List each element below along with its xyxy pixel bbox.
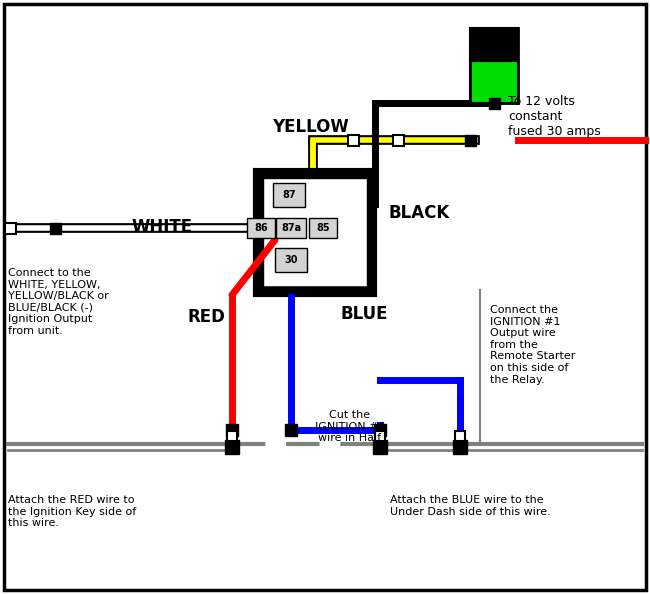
Bar [374, 424, 386, 436]
Bar [470, 28, 518, 103]
Text: 30: 30 [284, 255, 298, 265]
Bar [5, 223, 16, 233]
Bar [470, 61, 518, 103]
Text: 87a: 87a [281, 223, 301, 233]
Bar [453, 440, 467, 454]
Text: Connect the
IGNITION #1
Output wire
from the
Remote Starter
on this side of
the : Connect the IGNITION #1 Output wire from… [490, 305, 575, 384]
Text: WHITE: WHITE [132, 218, 193, 236]
Text: BLACK: BLACK [388, 204, 449, 222]
Bar [393, 134, 404, 146]
Bar [348, 134, 359, 146]
Polygon shape [263, 287, 367, 293]
Bar [273, 183, 305, 207]
Bar [263, 178, 367, 287]
Text: Connect to the
WHITE, YELLOW,
YELLOW/BLACK or
BLUE/BLACK (-)
Ignition Output
fro: Connect to the WHITE, YELLOW, YELLOW/BLA… [8, 268, 109, 336]
Bar [375, 431, 385, 441]
Text: 86: 86 [254, 223, 268, 233]
Text: 85: 85 [316, 223, 330, 233]
Text: Attach the RED wire to
the Ignition Key side of
this wire.: Attach the RED wire to the Ignition Key … [8, 495, 136, 528]
Text: RED: RED [187, 308, 225, 326]
Text: Cut the
IGNITION #1
wire in Half: Cut the IGNITION #1 wire in Half [315, 410, 385, 443]
Text: YELLOW: YELLOW [272, 118, 348, 136]
Bar [489, 97, 499, 109]
Bar [309, 218, 337, 238]
Text: Attach the BLUE wire to the
Under Dash side of this wire.: Attach the BLUE wire to the Under Dash s… [390, 495, 551, 517]
Bar [225, 440, 239, 454]
Bar [276, 218, 306, 238]
Text: BLUE: BLUE [340, 305, 387, 323]
Bar [49, 223, 60, 233]
Bar [455, 431, 465, 441]
Bar [465, 134, 476, 146]
Bar [285, 424, 297, 436]
Text: 87: 87 [282, 190, 296, 200]
Bar [373, 440, 387, 454]
Bar [275, 248, 307, 272]
Bar [255, 170, 375, 295]
Text: To 12 volts
constant
fused 30 amps: To 12 volts constant fused 30 amps [508, 95, 601, 138]
Bar [470, 28, 518, 61]
Bar [247, 218, 275, 238]
Bar [226, 424, 238, 436]
Bar [227, 431, 237, 441]
